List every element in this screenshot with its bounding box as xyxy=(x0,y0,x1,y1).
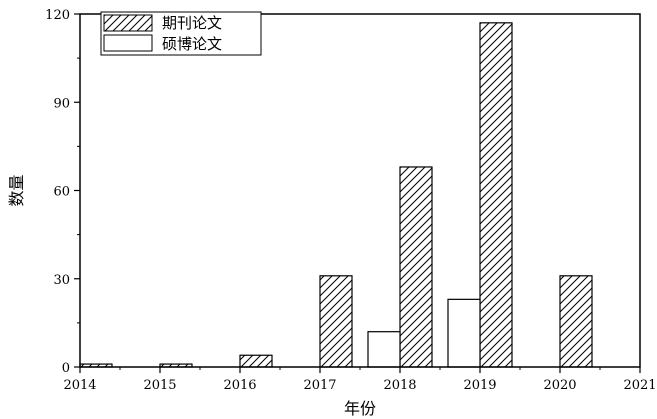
bar-thesis-2018 xyxy=(367,331,401,368)
y-tick-label: 30 xyxy=(53,273,70,288)
x-tick-label: 2016 xyxy=(223,378,256,393)
bar-journal-2019 xyxy=(479,22,513,368)
y-axis-label: 数量 xyxy=(7,174,26,206)
legend-label-thesis: 硕博论文 xyxy=(162,35,222,53)
legend-label-journal: 期刊论文 xyxy=(162,14,222,32)
legend: 期刊论文 硕博论文 xyxy=(100,11,262,56)
axis-ticks xyxy=(74,13,641,373)
x-tick-label: 2014 xyxy=(63,378,96,393)
legend-swatch-thesis xyxy=(103,34,153,52)
bars-group xyxy=(79,22,593,368)
y-tick-label: 120 xyxy=(45,8,70,23)
x-tick-label: 2018 xyxy=(383,378,416,393)
x-tick-label: 2021 xyxy=(623,378,656,393)
y-tick-label: 90 xyxy=(53,96,70,111)
y-tick-label: 60 xyxy=(53,185,70,200)
bar-journal-2016 xyxy=(239,354,273,368)
x-tick-label: 2015 xyxy=(143,378,176,393)
x-tick-label: 2019 xyxy=(463,378,496,393)
x-tick-label: 2017 xyxy=(303,378,336,393)
bar-journal-2020 xyxy=(559,275,593,368)
bar-journal-2017 xyxy=(319,275,353,368)
bar-journal-2018 xyxy=(399,166,433,368)
plot-frame xyxy=(79,13,641,368)
bar-thesis-2019 xyxy=(447,298,481,368)
legend-swatch-journal xyxy=(103,14,153,32)
y-tick-label: 0 xyxy=(62,361,70,376)
x-axis-label: 年份 xyxy=(344,399,376,418)
x-tick-label: 2020 xyxy=(543,378,576,393)
tick-labels: 2014 2015 2016 2017 2018 2019 2020 2021 0 30 60 90 1… xyxy=(45,8,656,393)
